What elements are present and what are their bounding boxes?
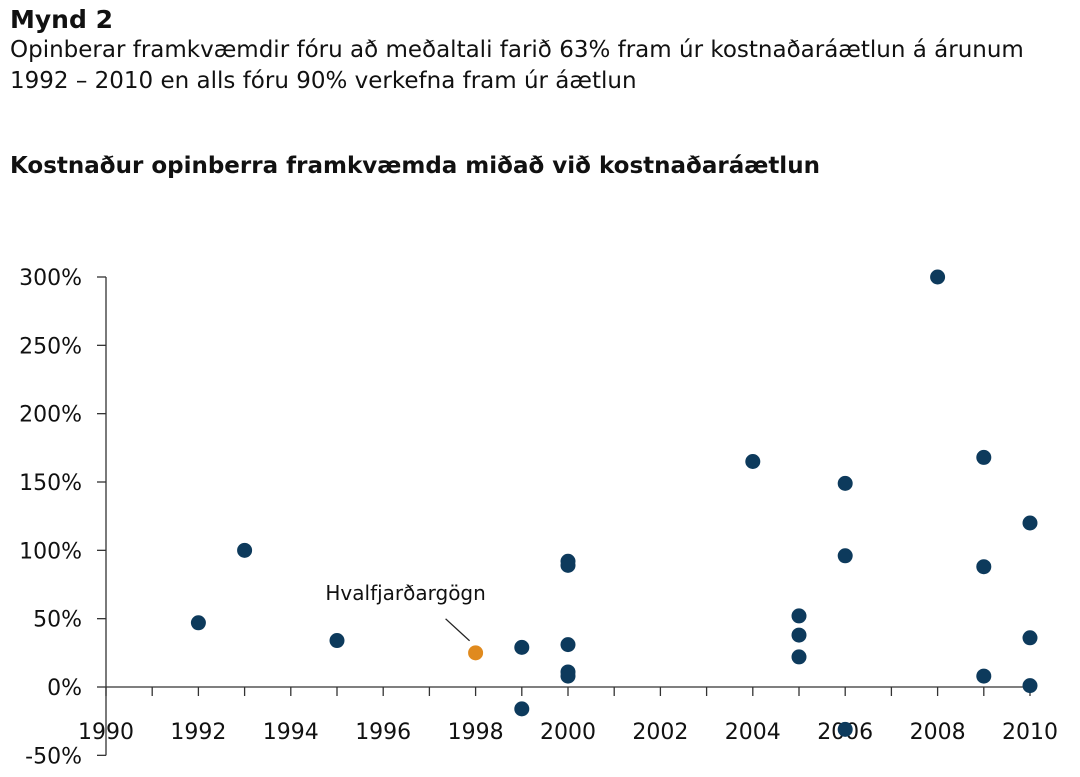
data-point xyxy=(837,721,853,737)
data-point xyxy=(791,649,807,665)
x-tick-label: 1998 xyxy=(448,720,504,745)
data-point xyxy=(1022,678,1038,694)
x-tick-label: 2000 xyxy=(540,720,596,745)
x-tick-label: 1992 xyxy=(170,720,226,745)
data-point xyxy=(837,475,853,491)
annotation-label: Hvalfjarðargögn xyxy=(325,581,485,605)
figure-header: Mynd 2 Opinberar framkvæmdir fóru að með… xyxy=(10,4,1070,97)
data-point xyxy=(514,639,530,655)
data-point xyxy=(237,542,253,558)
y-tick-label: 300% xyxy=(19,266,82,291)
data-point xyxy=(791,608,807,624)
x-tick-label: 1994 xyxy=(263,720,319,745)
data-point xyxy=(976,449,992,465)
figure-label: Mynd 2 xyxy=(10,5,113,34)
y-tick-label: 0% xyxy=(47,676,82,701)
x-tick-label: 2008 xyxy=(910,720,966,745)
y-tick-label: 200% xyxy=(19,403,82,428)
data-point xyxy=(791,627,807,643)
chart-title: Kostnaður opinberra framkvæmda miðað við… xyxy=(10,153,820,179)
x-tick-label: 1996 xyxy=(355,720,411,745)
data-point xyxy=(329,633,345,649)
y-tick-label: 150% xyxy=(19,471,82,496)
data-point xyxy=(745,454,761,469)
highlighted-data-point xyxy=(468,645,484,661)
data-point xyxy=(560,557,576,573)
y-tick-label: 100% xyxy=(19,539,82,564)
data-point xyxy=(837,548,853,564)
data-point xyxy=(560,668,576,684)
data-point xyxy=(976,668,992,684)
figure-caption: Opinberar framkvæmdir fóru að meðaltali … xyxy=(10,37,1024,94)
data-point xyxy=(560,637,576,653)
data-point xyxy=(930,269,946,285)
data-point xyxy=(190,615,206,631)
data-point xyxy=(976,559,992,575)
y-tick-label: 250% xyxy=(19,334,82,359)
data-point xyxy=(1022,630,1038,646)
y-tick-label: 50% xyxy=(33,608,82,633)
x-tick-label: 1990 xyxy=(78,720,134,745)
annotation-leader-line xyxy=(445,618,471,642)
x-tick-label: 2002 xyxy=(632,720,688,745)
data-point xyxy=(514,701,530,717)
x-tick-label: 2004 xyxy=(725,720,781,745)
x-tick-label: 2010 xyxy=(1002,720,1058,745)
data-point xyxy=(1022,515,1038,531)
y-tick-label: -50% xyxy=(25,744,82,769)
